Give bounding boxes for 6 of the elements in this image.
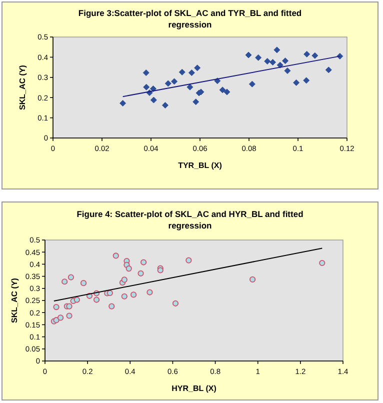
y-axis-title: SKL_AC (Y): [18, 64, 27, 110]
x-axis-title: HYR_BL (X): [172, 384, 217, 393]
chart-title: Figure 3:Scatter-plot of SKL_AC and TYR_BL and fitted regression: [78, 8, 302, 30]
chart-title: Figure 4: Scatter-plot of SKL_AC and HYR_BL and fitted regression: [76, 209, 304, 230]
y-axis-title: SKL_AC (Y): [10, 278, 19, 323]
x-axis-title: TYR_BL (X): [178, 161, 222, 170]
